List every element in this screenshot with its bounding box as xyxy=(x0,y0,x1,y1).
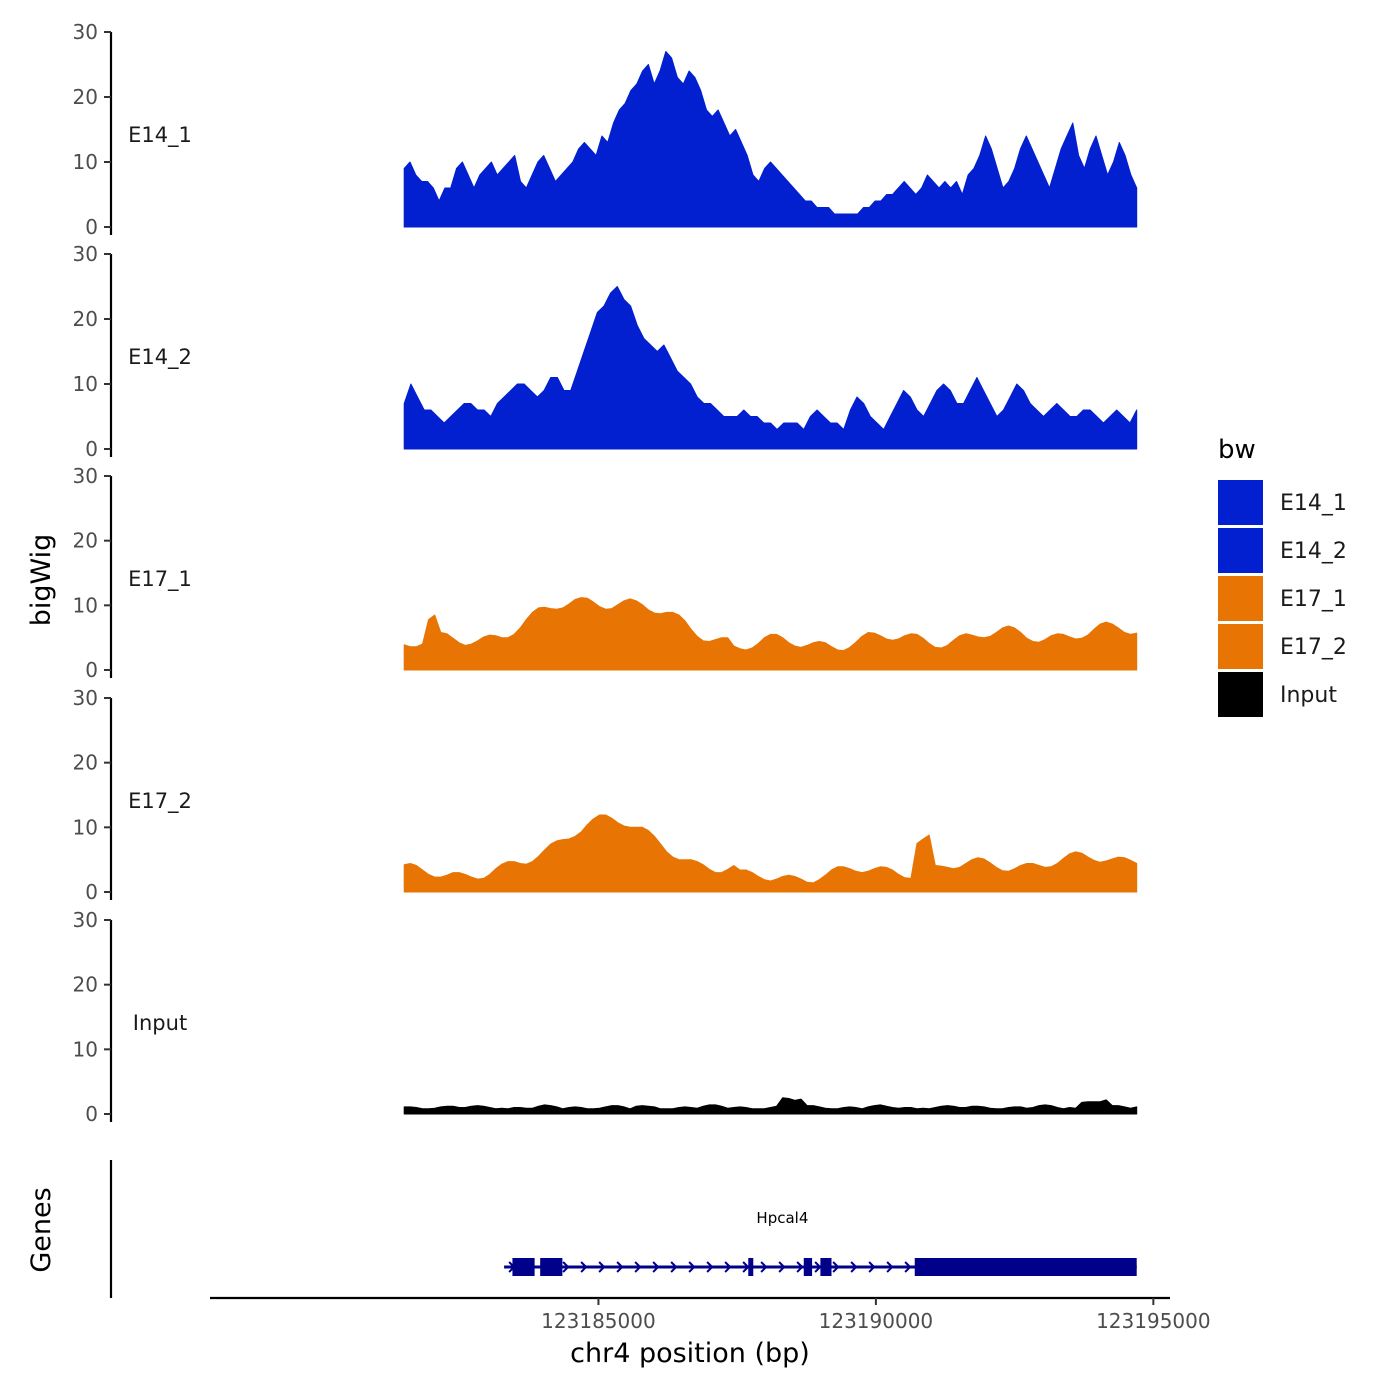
y-axis-title: bigWig xyxy=(26,534,57,627)
track-label: E14_1 xyxy=(128,123,192,148)
strand-arrow xyxy=(652,1261,660,1273)
legend-label-E14_2: E14_2 xyxy=(1280,539,1347,564)
y-tick-label: 20 xyxy=(73,529,98,553)
legend-label-E14_1: E14_1 xyxy=(1280,491,1347,516)
exon xyxy=(914,1258,1137,1276)
y-tick-label: 0 xyxy=(85,880,98,904)
gene-track: Hpcal4 xyxy=(109,1160,1137,1298)
y-tick-label: 0 xyxy=(85,658,98,682)
track-label: Input xyxy=(133,1011,187,1035)
y-tick-label: 10 xyxy=(73,150,98,174)
legend: bw E14_1 E14_2 E17_1 E17_2 Input xyxy=(1218,435,1347,717)
track-Input: 0 10 20 30 Input xyxy=(73,908,1138,1126)
track-E17_1: 0 10 20 30 E17_1 xyxy=(73,464,1138,682)
strand-arrow xyxy=(742,1261,750,1273)
x-tick-label: 123190000 xyxy=(819,1309,934,1333)
area-E17_2 xyxy=(403,814,1138,893)
x-axis: 123185000 123190000 123195000 xyxy=(210,1296,1211,1333)
y-tick-label: 30 xyxy=(73,686,98,710)
exon xyxy=(540,1258,563,1276)
genes-axis-title: Genes xyxy=(26,1187,57,1272)
strand-arrow xyxy=(634,1261,642,1273)
strand-arrow xyxy=(778,1261,786,1273)
x-axis-title: chr4 position (bp) xyxy=(570,1338,810,1369)
legend-swatch-E14_2 xyxy=(1218,528,1263,573)
strand-arrow xyxy=(850,1261,858,1273)
x-tick-label: 123195000 xyxy=(1096,1309,1211,1333)
legend-label-E17_1: E17_1 xyxy=(1280,587,1347,612)
area-E17_1 xyxy=(403,597,1138,671)
legend-swatch-E17_2 xyxy=(1218,624,1263,669)
track-E14_2: 0 10 20 30 E14_2 xyxy=(73,242,1138,461)
gene-Hpcal4: Hpcal4 xyxy=(504,1209,1137,1276)
tracks-layer: 0 10 20 30 E14_1 0 10 20 30 E14_2 0 10 20 30 E17_1 0 10 2… xyxy=(73,20,1138,1126)
area-E14_1 xyxy=(403,51,1138,228)
strand-arrow xyxy=(724,1261,732,1273)
legend-title: bw xyxy=(1218,435,1256,465)
strand-arrow xyxy=(814,1261,822,1273)
y-tick-label: 10 xyxy=(73,372,98,396)
y-tick-label: 0 xyxy=(85,1102,98,1126)
area-E14_2 xyxy=(403,286,1138,450)
area-Input xyxy=(403,1097,1138,1115)
strand-arrow xyxy=(868,1261,876,1273)
y-tick-label: 10 xyxy=(73,1037,98,1061)
gene-name-label: Hpcal4 xyxy=(756,1209,808,1227)
legend-swatch-Input xyxy=(1218,672,1263,717)
strand-arrow xyxy=(580,1261,588,1273)
y-tick-label: 20 xyxy=(73,751,98,775)
y-tick-label: 30 xyxy=(73,464,98,488)
track-label: E14_2 xyxy=(128,345,192,370)
y-tick-label: 30 xyxy=(73,908,98,932)
strand-arrow xyxy=(562,1261,570,1273)
exon xyxy=(803,1258,813,1276)
legend-label-E17_2: E17_2 xyxy=(1280,635,1347,660)
exon xyxy=(820,1258,832,1276)
strand-arrow xyxy=(688,1261,696,1273)
legend-swatch-E17_1 xyxy=(1218,576,1263,621)
y-tick-label: 30 xyxy=(73,20,98,44)
strand-arrow xyxy=(706,1261,714,1273)
y-tick-label: 20 xyxy=(73,973,98,997)
y-tick-label: 0 xyxy=(85,215,98,239)
strand-arrow xyxy=(598,1261,606,1273)
strand-arrow xyxy=(886,1261,894,1273)
x-tick-label: 123185000 xyxy=(541,1309,656,1333)
y-tick-label: 0 xyxy=(85,437,98,461)
legend-swatch-E14_1 xyxy=(1218,480,1263,525)
track-label: E17_2 xyxy=(128,789,192,814)
y-tick-label: 10 xyxy=(73,815,98,839)
y-tick-label: 30 xyxy=(73,242,98,266)
track-label: E17_1 xyxy=(128,567,192,592)
strand-arrow xyxy=(796,1261,804,1273)
legend-label-Input: Input xyxy=(1280,683,1337,708)
track-E17_2: 0 10 20 30 E17_2 xyxy=(73,686,1138,904)
exon xyxy=(748,1258,754,1276)
strand-arrow xyxy=(760,1261,768,1273)
strand-arrow xyxy=(670,1261,678,1273)
exon xyxy=(512,1258,535,1276)
y-tick-label: 10 xyxy=(73,593,98,617)
strand-arrow xyxy=(904,1261,912,1273)
y-tick-label: 20 xyxy=(73,85,98,109)
y-tick-label: 20 xyxy=(73,307,98,331)
strand-arrow xyxy=(832,1261,840,1273)
strand-arrow xyxy=(616,1261,624,1273)
track-E14_1: 0 10 20 30 E14_1 xyxy=(73,20,1138,239)
